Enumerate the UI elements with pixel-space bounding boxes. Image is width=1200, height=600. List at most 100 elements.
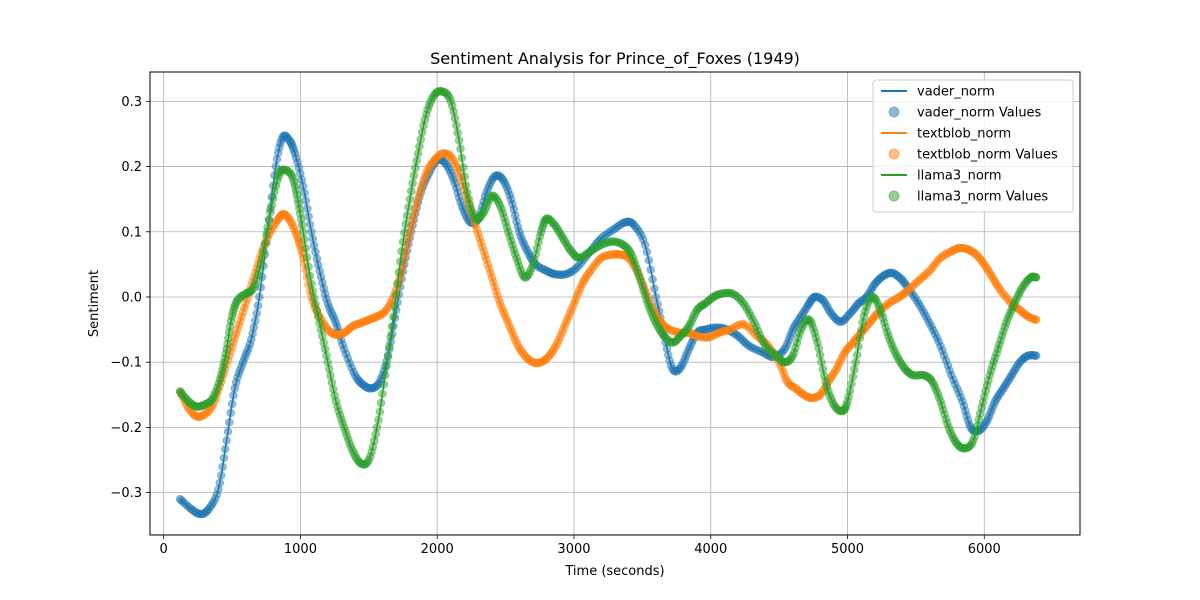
- series-point: [855, 333, 865, 343]
- series-point: [326, 371, 335, 380]
- series-textblob_norm: [175, 149, 1041, 421]
- series-point: [304, 262, 313, 272]
- series-point: [252, 309, 261, 318]
- series-point: [298, 181, 308, 191]
- x-tick-label: 3000: [557, 542, 590, 557]
- series-point: [817, 357, 826, 367]
- legend-marker-swatch: [888, 106, 900, 118]
- series-point: [458, 163, 468, 172]
- series-point: [260, 239, 270, 248]
- series-point: [461, 181, 471, 190]
- series-point: [223, 427, 233, 436]
- series-point: [303, 204, 312, 213]
- series-point: [376, 398, 386, 408]
- y-tick-label: 0.3: [121, 95, 142, 110]
- legend-label: vader_norm Values: [917, 106, 1042, 121]
- series-point: [227, 399, 237, 409]
- series-point: [220, 444, 230, 454]
- series-point: [856, 325, 866, 335]
- series-point: [302, 253, 312, 262]
- series-point: [854, 342, 863, 351]
- legend-marker-swatch: [888, 190, 900, 202]
- x-tick-label: 2000: [421, 542, 454, 557]
- series-point: [229, 391, 238, 400]
- y-tick-label: 0.2: [121, 160, 142, 175]
- plot-frame: [149, 71, 1081, 536]
- series-point: [375, 407, 385, 416]
- series-point: [307, 227, 316, 237]
- y-axis-label: Sentiment: [87, 270, 102, 337]
- series-point: [219, 453, 229, 463]
- series-point: [452, 121, 461, 130]
- series-point: [305, 220, 315, 229]
- series-point: [412, 156, 421, 165]
- series-point: [400, 228, 409, 237]
- y-tick-label: 0.0: [121, 290, 142, 305]
- series-point: [374, 415, 383, 425]
- series-point: [226, 408, 235, 418]
- series-point: [383, 352, 393, 361]
- series-point: [413, 149, 423, 158]
- series-point: [416, 135, 426, 144]
- x-axis-label: Time (seconds): [564, 564, 664, 579]
- series-point: [300, 235, 309, 244]
- series-point: [848, 372, 858, 382]
- series-point: [264, 215, 274, 224]
- series-point: [642, 247, 652, 257]
- series-point: [267, 201, 277, 210]
- series-point: [380, 370, 390, 380]
- series-point: [404, 203, 413, 212]
- series-point: [851, 357, 860, 367]
- x-tick-label: 1000: [284, 542, 317, 557]
- series-point: [454, 136, 464, 145]
- series-point: [453, 128, 462, 138]
- series-point: [460, 172, 469, 181]
- x-tick-label: 5000: [831, 542, 864, 557]
- series-point: [401, 219, 411, 229]
- series-point: [263, 223, 272, 232]
- series-point: [1031, 351, 1041, 360]
- legend-label: llama3_norm: [917, 169, 1002, 184]
- y-tick-label: −0.2: [110, 421, 142, 436]
- series-point: [644, 256, 654, 265]
- series-point: [218, 462, 227, 472]
- x-tick-label: 6000: [968, 542, 1001, 557]
- series-point: [405, 194, 415, 204]
- series-point: [391, 290, 401, 300]
- series-point: [415, 142, 424, 151]
- axis-ticks: 0 1000 2000 3000 4000 5000 6000 −0.3 −0.2 −0.1 0.0…: [110, 95, 1000, 557]
- y-tick-label: −0.3: [110, 486, 142, 501]
- series-point: [300, 188, 309, 198]
- series-point: [378, 389, 387, 399]
- series-point: [411, 163, 420, 173]
- x-tick-label: 4000: [694, 542, 727, 557]
- y-tick-label: −0.1: [110, 356, 142, 371]
- series-point: [815, 350, 825, 360]
- series-point: [372, 423, 382, 432]
- series-point: [382, 361, 391, 371]
- legend-label: textblob_norm Values: [917, 148, 1058, 163]
- series-point: [408, 178, 417, 188]
- chart-title: Sentiment Analysis for Prince_of_Foxes (…: [430, 49, 800, 69]
- series-point: [215, 478, 225, 488]
- series-point: [397, 247, 406, 256]
- series-point: [304, 212, 313, 221]
- series-point: [847, 379, 856, 389]
- series-point: [251, 316, 260, 326]
- series-point: [371, 430, 380, 439]
- series-point: [389, 312, 398, 321]
- series-point: [386, 332, 395, 342]
- y-tick-label: 0.1: [121, 225, 142, 240]
- series-point: [646, 265, 655, 274]
- legend-marker-swatch: [888, 148, 900, 160]
- series-point: [390, 301, 400, 311]
- legend-label: llama3_norm Values: [917, 190, 1048, 205]
- plot-area: [175, 86, 1041, 519]
- series-point: [650, 284, 659, 293]
- series-point: [307, 279, 316, 289]
- series-point: [852, 350, 862, 359]
- series-point: [398, 237, 408, 247]
- series-point: [301, 243, 310, 253]
- series-point: [253, 301, 263, 310]
